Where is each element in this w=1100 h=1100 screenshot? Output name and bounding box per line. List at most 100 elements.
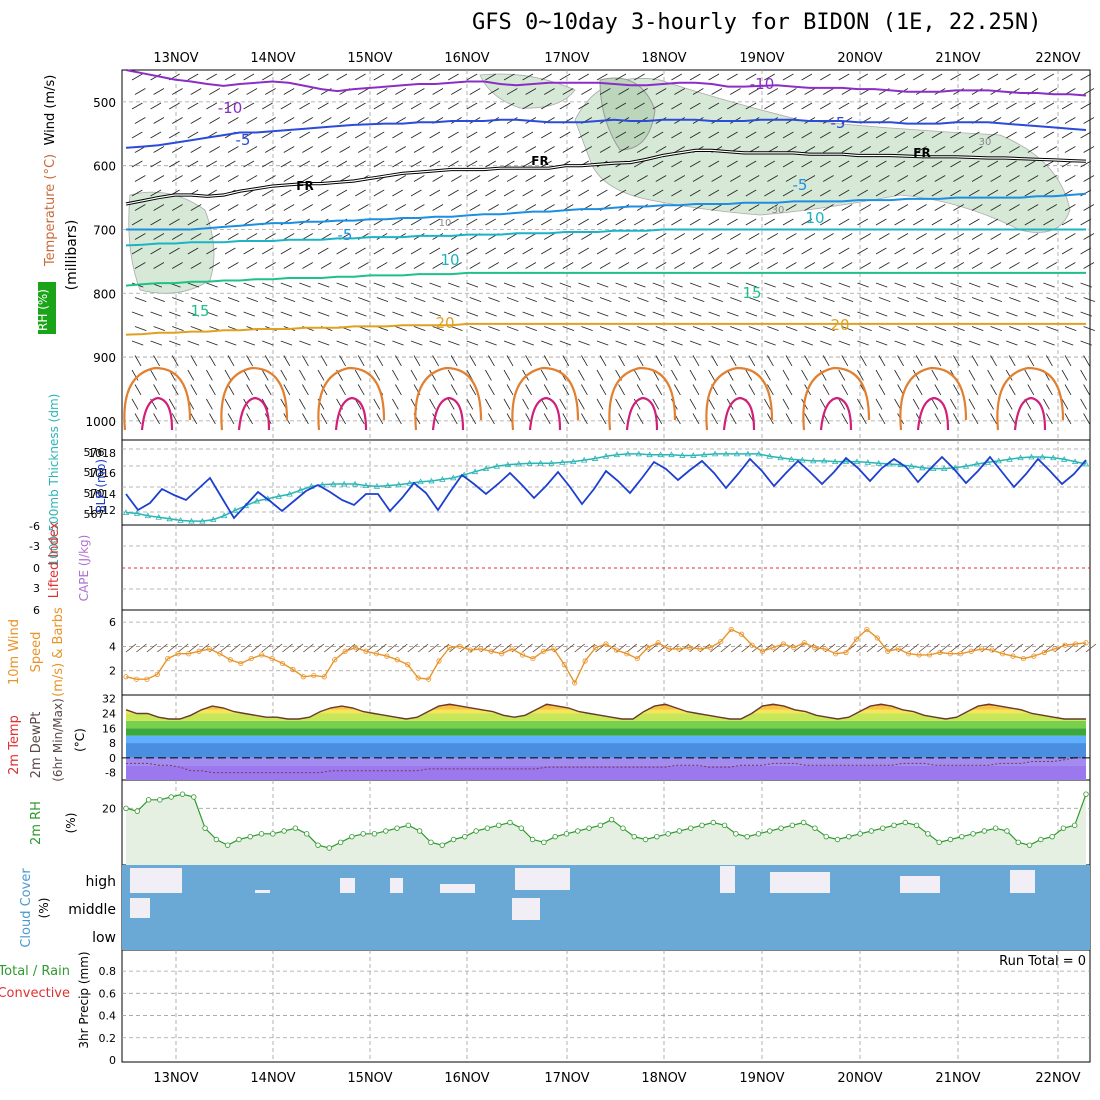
rh-point [563,831,570,837]
wind10-barb [1033,643,1045,653]
wind-barb [1009,297,1021,302]
wind-barb [875,369,883,381]
wind-barb [913,311,925,317]
wind-barb [692,262,704,269]
wind-barb [689,311,702,317]
wind-barb [355,73,366,81]
cloud-gap [390,878,403,893]
wind-barb [525,233,537,240]
rh-point [688,825,694,831]
wind-barb [711,233,723,240]
wind-barb [448,340,460,346]
wind-barb [727,102,738,110]
temperature-contour-30 [722,396,756,431]
wind10-point [832,651,839,657]
wind-barb [451,204,462,211]
wind-barb [206,160,217,168]
wind-barb [392,73,403,81]
wind-barb [392,189,403,197]
wind-barb [302,175,313,182]
wind-barb [953,413,960,425]
wind-barb [708,189,720,197]
wind-barb [432,262,444,269]
date-label-bottom: 18NOV [641,1071,686,1086]
wind-barb [1061,369,1069,381]
wind-barb [171,88,183,95]
wind-barb [655,88,667,95]
rh-point [236,836,242,843]
rh-point [552,833,558,840]
wind-barb [934,355,942,367]
wind-barb [227,204,239,211]
wind-barb [190,297,203,302]
wind-barb [596,131,608,139]
wind-barb [336,102,348,110]
wind10-barb [470,643,481,653]
rh-point [857,831,863,837]
wind-barb [395,146,406,153]
wind-barb [857,73,868,81]
wind-barb [358,297,370,302]
wind-barb [246,413,253,425]
wind-barb [581,326,593,331]
wind-barb [336,311,349,317]
wind-barb [543,413,551,425]
wind-barb [522,102,534,110]
wind10-point [196,648,202,654]
wind-barb [206,282,218,288]
temperature-contour-30 [1013,396,1047,431]
wind-barb [562,88,574,95]
wind10-barb [793,643,805,653]
wind-barb [652,247,664,255]
wind10-barb [637,643,648,653]
wind-barb [578,131,589,139]
rh-area [126,794,1086,865]
rh-point [970,831,976,837]
ylabel-total-rain: Total / Rain [0,964,70,979]
wind-barb [134,262,146,269]
wind-barb [860,204,871,211]
wind-barb [655,297,668,302]
wind-barb [376,88,388,95]
wind-barb [875,160,887,168]
wind-barb [674,297,686,302]
rh-point [800,819,807,826]
wind-barb [652,398,660,410]
cloud-gap [512,898,540,920]
temp-band [126,706,1086,710]
wind-barb [485,218,496,226]
wind-barb [990,326,1003,331]
wind-barb [413,297,426,302]
wind-barb [674,175,685,182]
wind-barb [206,73,217,81]
ylabel-convective: Convective [0,986,70,1001]
wind-barb [671,102,682,110]
wind-barb [615,398,622,410]
wind-barb [897,297,910,302]
wind-barb [878,384,886,396]
wind-barb [1064,233,1076,240]
wind-barb [376,204,388,211]
temp-band [122,695,1090,702]
wind-barb [841,413,849,425]
wind-barb [913,340,925,346]
wind-barb [748,233,760,240]
wind-barb [265,175,276,182]
wind-barb [1009,204,1020,211]
temp-tick: 8 [109,737,116,750]
temp-band [126,704,1086,707]
wind-barb [503,189,515,197]
wind-barb [968,218,980,226]
wind-barb [392,218,403,226]
ylabel-degc: (°C) [73,728,87,752]
wind-barb [485,398,492,410]
wind-barb [875,340,888,346]
wind10-barb [136,643,147,653]
wind-barb [708,102,720,110]
stability-tick: 3 [33,582,40,595]
wind10-point [916,652,922,658]
wind-barb [410,340,423,346]
wind-barb [1009,117,1020,124]
wind-barb [860,355,867,367]
wind-barb [618,233,630,240]
